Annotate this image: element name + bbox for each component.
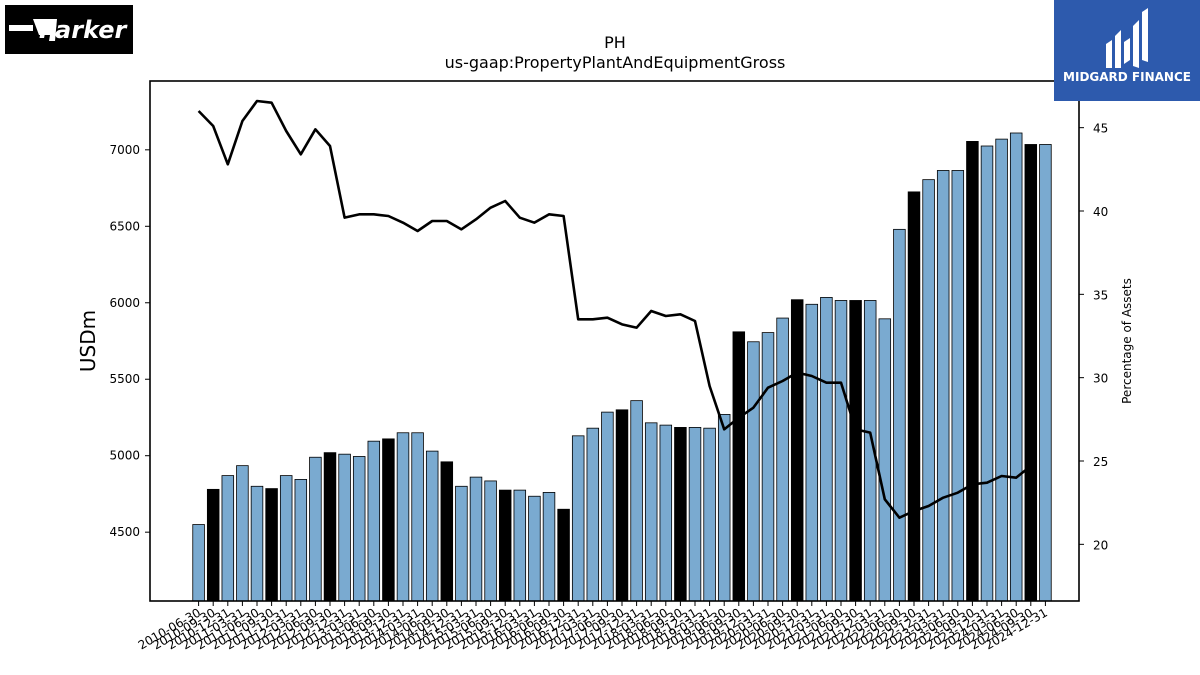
bar-2010-06-30 [192, 524, 205, 602]
bar-2016-06-30 [542, 492, 556, 602]
bar-2012-12-31 [338, 453, 351, 602]
bar-2024-09-30 [1024, 144, 1038, 602]
y-tick-label: 4500 [109, 525, 140, 539]
pct-assets-line [197, 99, 1032, 519]
y2-tick-label: 35 [1093, 288, 1108, 302]
bar-2023-09-30 [966, 141, 979, 602]
bar-2017-03-31 [586, 427, 600, 602]
y2-tick-label: 25 [1093, 455, 1108, 469]
bar-2023-03-31 [936, 170, 950, 602]
bar-2014-03-31 [411, 432, 424, 602]
bar-2018-03-31 [644, 422, 658, 602]
line-series [197, 99, 1032, 519]
bar-2020-09-30 [790, 299, 804, 602]
plot-frame [149, 80, 1080, 602]
bar-2014-09-30 [440, 461, 454, 602]
bar-2020-03-31 [761, 332, 775, 602]
bar-2020-06-30 [776, 317, 789, 602]
chart-subtitle: us-gaap:PropertyPlantAndEquipmentGross [445, 53, 786, 72]
bar-2021-06-30 [834, 300, 848, 602]
bar-2024-03-31 [995, 138, 1008, 602]
y-tick-label: 5500 [109, 372, 140, 386]
bar-2014-06-30 [425, 450, 439, 602]
bar-2013-12-31 [396, 432, 410, 602]
bar-series [192, 132, 1052, 602]
bar-2014-12-31 [455, 485, 468, 602]
bar-2012-09-30 [323, 452, 337, 602]
bar-2011-03-31 [236, 465, 249, 602]
chart-title: PH [604, 33, 626, 52]
y2-tick-label: 45 [1093, 122, 1108, 136]
bar-2015-03-31 [469, 476, 483, 602]
bar-2019-12-31 [747, 341, 760, 602]
y-axis-label: USDm [76, 310, 100, 372]
bar-2024-06-30 [1009, 132, 1023, 602]
y-tick-label: 7000 [109, 143, 140, 157]
y2-tick-label: 40 [1093, 205, 1108, 219]
bar-2010-12-31 [221, 475, 235, 602]
bar-2011-12-31 [279, 475, 293, 602]
bar-2022-03-31 [878, 318, 892, 602]
bar-2017-12-31 [630, 400, 643, 602]
bar-2021-03-31 [820, 297, 833, 602]
bar-2012-03-31 [294, 479, 308, 602]
y-axis-right: 20 25 30 35 40 45 [1079, 122, 1108, 552]
bar-2017-06-30 [601, 411, 614, 602]
bar-2023-12-31 [980, 145, 994, 602]
bar-2016-09-30 [557, 508, 570, 602]
y2-axis-label: Percentage of Assets [1120, 278, 1134, 404]
x-axis: 2010-06-302010-09-302010-12-312011-03-31… [136, 601, 1050, 652]
bar-2019-03-31 [703, 427, 716, 602]
bar-2022-09-30 [907, 191, 921, 602]
bar-2019-06-30 [717, 414, 731, 602]
y2-tick-label: 30 [1093, 372, 1108, 386]
bar-2010-09-30 [206, 488, 220, 602]
bar-2019-09-30 [732, 331, 746, 602]
bar-2011-06-30 [250, 485, 264, 602]
parker-logo: Parker [5, 5, 133, 54]
bar-2015-06-30 [484, 480, 497, 602]
bar-2013-06-30 [367, 440, 381, 602]
bar-2023-06-30 [951, 170, 965, 602]
bar-2020-12-31 [805, 303, 819, 602]
parker-logo-text: Parker [39, 16, 128, 44]
y-tick-label: 5000 [109, 449, 140, 463]
bar-2022-12-31 [922, 179, 935, 602]
bar-2015-12-31 [513, 489, 527, 602]
bar-2016-03-31 [528, 495, 541, 602]
bar-2021-09-30 [849, 300, 862, 602]
bar-2017-09-30 [615, 409, 629, 602]
bar-2012-06-30 [309, 456, 322, 602]
bar-2013-09-30 [382, 438, 395, 602]
midgard-logo-text: MIDGARD FINANCE [1063, 70, 1191, 84]
y-tick-label: 6000 [109, 296, 140, 310]
midgard-finance-logo: MIDGARD FINANCE [1054, 0, 1200, 101]
bar-2022-06-30 [893, 228, 906, 602]
bar-2013-03-31 [352, 456, 366, 602]
y-axis-left: 4500 5000 5500 6000 6500 7000 [109, 143, 150, 539]
bar-2011-09-30 [265, 488, 278, 602]
bar-2024-12-31 [1039, 144, 1052, 602]
bar-2016-12-31 [571, 435, 585, 602]
bar-2018-09-30 [674, 427, 687, 602]
bar-2018-06-30 [659, 424, 673, 602]
bar-2015-09-30 [498, 489, 512, 602]
y-tick-label: 6500 [109, 219, 140, 233]
y2-tick-label: 20 [1093, 538, 1108, 552]
bar-2018-12-31 [688, 427, 702, 602]
